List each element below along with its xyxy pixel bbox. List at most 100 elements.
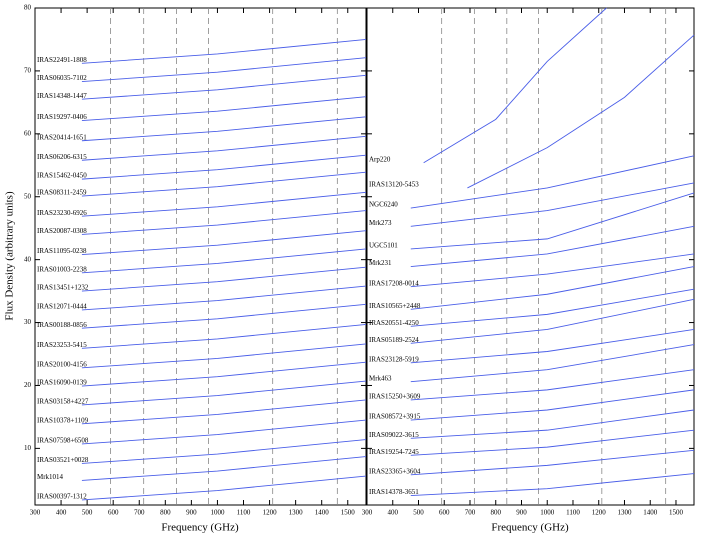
series-label: IRAS06035-7102 xyxy=(37,74,87,82)
spectrum xyxy=(81,475,367,501)
spectrum xyxy=(410,389,695,421)
series-label: IRAS00397-1312 xyxy=(37,493,87,501)
series-label: IRAS22491-1808 xyxy=(37,56,87,64)
spectrum xyxy=(81,116,367,142)
series-label: IRAS00188-0856 xyxy=(37,321,87,329)
spectrum xyxy=(81,303,367,329)
spectrum xyxy=(81,74,367,100)
series-label: IRAS11095-0238 xyxy=(37,247,87,255)
x-tick-label: 800 xyxy=(160,509,171,517)
x-tick-label: 400 xyxy=(387,509,398,517)
series-label: IRAS17208-0014 xyxy=(369,279,419,287)
x-tick-label: 500 xyxy=(413,509,424,517)
spectrum xyxy=(410,298,695,344)
series-label: IRAS07598+6508 xyxy=(37,437,89,445)
series-label: IRAS09022-3615 xyxy=(369,431,419,439)
spectrum xyxy=(410,288,695,327)
series-label: Mrk463 xyxy=(369,374,392,382)
y-tick-label: 80 xyxy=(24,4,32,12)
spectrum xyxy=(410,192,695,250)
spectrum xyxy=(81,285,367,311)
spectrum xyxy=(410,449,695,476)
y-tick-label: 60 xyxy=(24,129,32,137)
series-label: IRAS13120-5453 xyxy=(369,181,419,189)
series-label: IRAS08572+3915 xyxy=(369,413,421,421)
y-tick-label: 30 xyxy=(24,318,32,326)
x-tick-label: 700 xyxy=(465,509,476,517)
series-label: IRAS23253-5415 xyxy=(37,341,87,349)
series-label: Mrk273 xyxy=(369,219,392,227)
spectrum xyxy=(410,253,695,288)
y-tick-label: 40 xyxy=(24,255,32,263)
spectrum xyxy=(81,57,367,83)
series-label: IRAS10565+2448 xyxy=(369,302,421,310)
x-tick-label: 1500 xyxy=(669,509,684,517)
series-label: IRAS20100-4156 xyxy=(37,360,87,368)
spectrum xyxy=(410,182,695,227)
x-tick-label: 300 xyxy=(30,509,41,517)
series-label: IRAS20414-1651 xyxy=(37,133,87,141)
series-label: UGC5101 xyxy=(369,242,398,250)
x-tick-label: 700 xyxy=(134,509,145,517)
spectrum xyxy=(81,171,367,197)
spectrum xyxy=(81,399,367,425)
spectrum xyxy=(81,361,367,387)
series-label: IRAS14348-1447 xyxy=(37,92,87,100)
y-tick-label: 70 xyxy=(24,67,32,75)
y-axis-label: Flux Density (arbitrary units) xyxy=(4,191,16,321)
series-label: IRAS19254-7245 xyxy=(369,448,419,456)
spectrum xyxy=(81,248,367,274)
x-tick-label: 1100 xyxy=(566,509,580,517)
spectrum xyxy=(81,230,367,256)
series-label: IRAS06206-6315 xyxy=(37,153,87,161)
spectrum xyxy=(410,429,695,456)
x-tick-label: 1200 xyxy=(592,509,607,517)
x-tick-label: 1300 xyxy=(289,509,304,517)
x-axis-label: Frequency (GHz) xyxy=(161,522,239,534)
series-label: IRAS08311-2459 xyxy=(37,189,87,197)
x-tick-label: 1400 xyxy=(643,509,658,517)
series-label: IRAS23365+3604 xyxy=(369,467,421,475)
series-label: IRAS16090-0139 xyxy=(37,379,87,387)
y-tick-label: 10 xyxy=(24,444,32,452)
x-tick-label: 600 xyxy=(439,509,450,517)
x-tick-label: 1200 xyxy=(263,509,278,517)
series-label: Mrk1014 xyxy=(37,473,64,481)
spectrum xyxy=(81,135,367,161)
series-label: IRAS19297-0406 xyxy=(37,113,87,121)
series-label: IRAS01003-2238 xyxy=(37,265,87,273)
series-label: IRAS20551-4250 xyxy=(369,319,419,327)
y-tick-label: 20 xyxy=(24,381,32,389)
x-tick-label: 1000 xyxy=(210,509,225,517)
x-axis-label: Frequency (GHz) xyxy=(491,522,569,534)
series-label: IRAS13451+1232 xyxy=(37,284,89,292)
x-tick-label: 400 xyxy=(56,509,67,517)
series-label: IRAS23230-6926 xyxy=(37,209,87,217)
series-label: IRAS15250+3609 xyxy=(369,393,421,401)
series-label: IRAS20087-0308 xyxy=(37,227,87,235)
x-tick-label: 1400 xyxy=(315,509,330,517)
series-label: IRAS12071-0444 xyxy=(37,303,87,311)
spectrum xyxy=(410,329,695,364)
x-tick-label: 1100 xyxy=(237,509,251,517)
panel-frame xyxy=(34,7,367,506)
spectrum xyxy=(410,225,695,268)
x-tick-label: 600 xyxy=(108,509,119,517)
x-tick-label: 900 xyxy=(516,509,527,517)
x-tick-label: 1300 xyxy=(617,509,632,517)
spectrum xyxy=(467,34,695,189)
x-tick-label: 300 xyxy=(362,509,373,517)
spectrum xyxy=(81,96,367,122)
x-tick-label: 1000 xyxy=(540,509,555,517)
spectrum xyxy=(410,155,695,209)
spectrum xyxy=(81,380,367,406)
series-label: IRAS15462-0450 xyxy=(37,172,87,180)
x-tick-label: 900 xyxy=(186,509,197,517)
series-label: Mrk231 xyxy=(369,259,392,267)
spectrum xyxy=(81,323,367,349)
spectrum xyxy=(81,154,367,180)
spectrum xyxy=(81,456,367,481)
spectrum xyxy=(81,439,367,464)
spectrum xyxy=(81,39,367,64)
series-label: IRAS03158+4227 xyxy=(37,398,89,406)
